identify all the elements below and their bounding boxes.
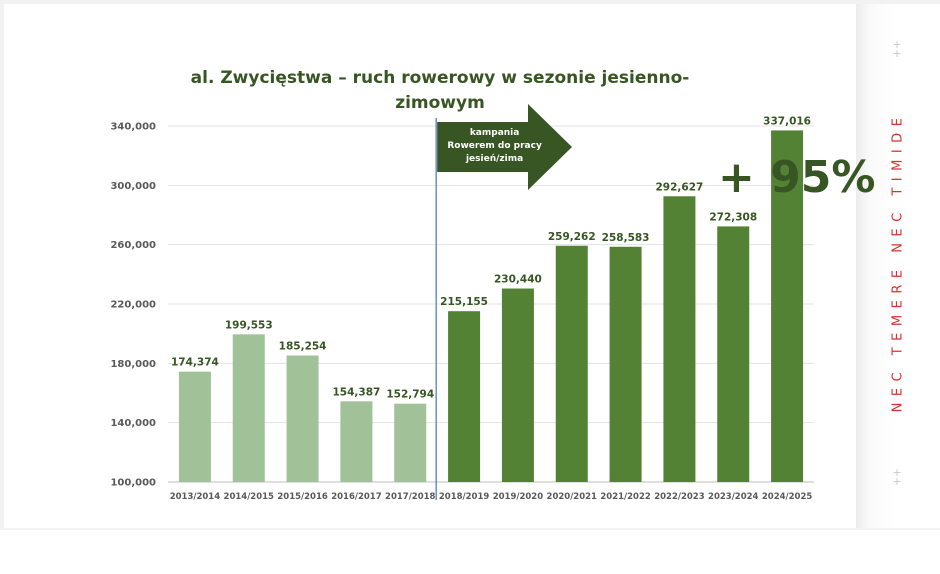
chart-title-line-2: zimowym (395, 93, 485, 113)
y-tick-label: 220,000 (110, 300, 156, 311)
campaign-arrow-label-line-2: Rowerem do pracy (447, 141, 542, 151)
y-tick-label: 100,000 (110, 478, 156, 489)
chart-title: al. Zwycięstwa – ruch rowerowy w sezonie… (180, 66, 700, 116)
bar (501, 288, 534, 482)
bar (717, 226, 750, 482)
x-tick-label: 2013/2014 (170, 492, 221, 502)
y-tick-label: 180,000 (110, 359, 156, 370)
bar (394, 403, 427, 482)
chart-title-line-1: al. Zwycięstwa – ruch rowerowy w sezonie… (190, 68, 690, 88)
bars (178, 130, 804, 482)
data-label: 199,553 (225, 319, 273, 331)
data-label: 185,254 (279, 341, 327, 353)
y-tick-label: 300,000 (110, 181, 156, 192)
y-tick-label: 140,000 (110, 418, 156, 429)
x-tick-label: 2020/2021 (547, 492, 598, 502)
data-label: 154,387 (333, 386, 381, 398)
x-tick-label: 2023/2024 (708, 492, 759, 502)
x-tick-label: 2021/2022 (600, 492, 651, 502)
bar (771, 130, 804, 482)
x-axis: 2013/2014 2014/2015 2015/2016 2016/2017 2017… (170, 492, 813, 502)
data-label: 292,627 (656, 181, 704, 193)
data-label: 215,155 (440, 296, 488, 308)
slide-canvas (4, 4, 856, 528)
campaign-arrow: kampania Rowerem do pracy jesień/zima (437, 104, 572, 190)
y-tick-label: 260,000 (110, 240, 156, 251)
data-label: 152,794 (386, 389, 434, 401)
growth-annotation: + 95% (718, 152, 876, 203)
data-label: 174,374 (171, 357, 219, 369)
data-labels: 174,374 199,553 185,254 154,387 152,794 215,1… (171, 115, 811, 400)
bar (340, 401, 373, 482)
bar (555, 245, 588, 482)
bar (232, 334, 265, 482)
data-label: 272,308 (709, 211, 757, 223)
plus-ornament-top: + + (892, 38, 902, 60)
data-label: 259,262 (548, 231, 596, 243)
data-label: 230,440 (494, 274, 542, 286)
data-label: 337,016 (763, 115, 811, 127)
campaign-arrow-shape (437, 104, 572, 190)
x-tick-label: 2017/2018 (385, 492, 436, 502)
bar (609, 246, 642, 482)
side-strip (856, 4, 940, 528)
bar (448, 311, 481, 482)
x-tick-label: 2018/2019 (439, 492, 490, 502)
x-tick-label: 2016/2017 (331, 492, 382, 502)
bar (663, 196, 696, 482)
y-tick-label: 340,000 (110, 122, 156, 133)
x-tick-label: 2015/2016 (277, 492, 328, 502)
plus-ornament-bottom: + + (892, 466, 902, 488)
x-tick-label: 2019/2020 (493, 492, 544, 502)
x-tick-label: 2014/2015 (224, 492, 275, 502)
bar (178, 371, 211, 482)
campaign-arrow-label-line-3: jesień/zima (465, 154, 523, 164)
campaign-arrow-label-line-1: kampania (470, 128, 520, 138)
bar (286, 355, 319, 482)
x-tick-label: 2022/2023 (654, 492, 705, 502)
data-label: 258,583 (602, 232, 650, 244)
x-tick-label: 2024/2025 (762, 492, 813, 502)
y-axis: 100,000 140,000 180,000 220,000 260,000 300,0… (110, 122, 156, 489)
